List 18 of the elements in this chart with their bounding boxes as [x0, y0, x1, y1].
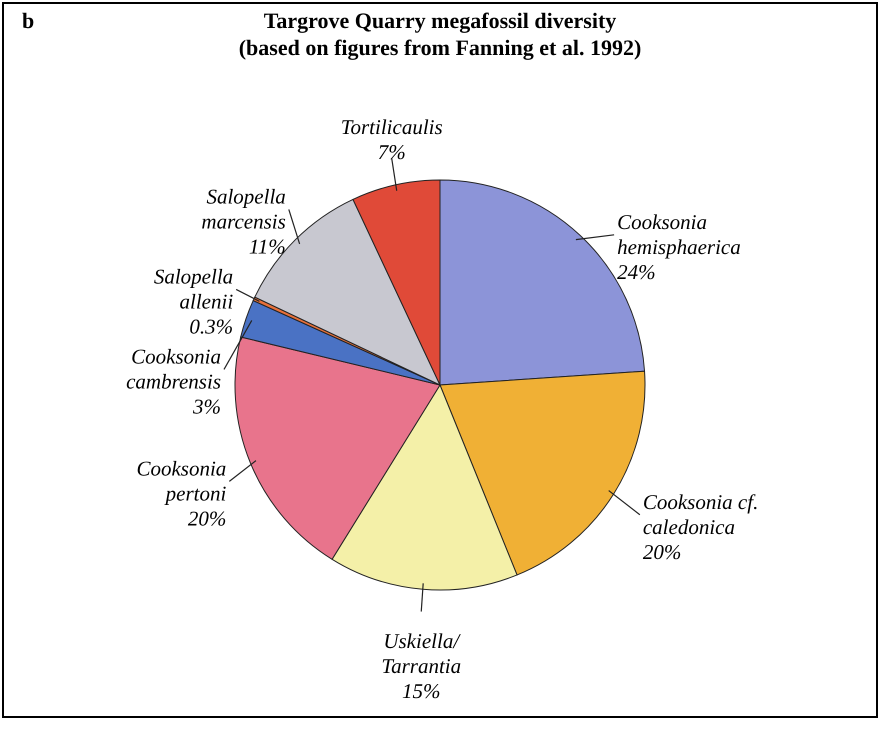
slice-label: Salopella marcensis [201, 184, 286, 234]
text: b [22, 8, 34, 34]
slice-label: Cooksonia cambrensis [126, 344, 221, 394]
slice-label: Cooksonia cf. caledonica [642, 490, 758, 539]
slice-label: Cooksonia hemisphaerica [617, 210, 741, 259]
data-label: 24% [617, 260, 656, 284]
chart-title: Targrove Quarry megafossil diversity (based on figures from Fanning et al. 1992) [238, 8, 642, 60]
slice-label: Tortilicaulis [340, 115, 443, 139]
slice-label: Uskiella/Tarrantia [381, 629, 462, 678]
data-label: 7% [378, 140, 406, 164]
slice-label: Salopella allenii [154, 264, 234, 314]
data-label: 0.3% [189, 314, 234, 338]
data-label: 20% [188, 506, 226, 530]
data-label: 15% [402, 679, 440, 703]
slice-label: Cooksonia pertoni [136, 456, 226, 506]
data-label: 11% [248, 234, 286, 258]
data-label: 20% [642, 540, 682, 564]
data-label: 3% [192, 394, 221, 418]
